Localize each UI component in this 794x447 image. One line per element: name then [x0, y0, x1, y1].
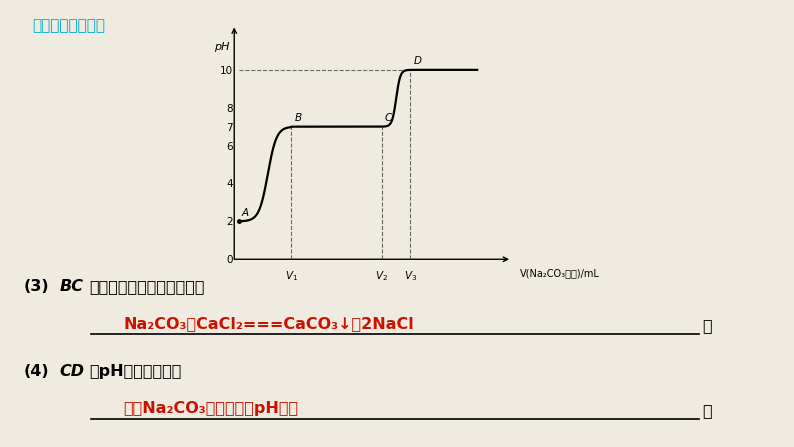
Text: pH: pH: [214, 42, 229, 52]
Text: (4): (4): [24, 364, 49, 380]
Text: 。: 。: [703, 318, 712, 333]
Text: $V_3$: $V_3$: [404, 270, 417, 283]
Text: 段发生反应的化学方程式是: 段发生反应的化学方程式是: [90, 279, 205, 295]
Text: $V_2$: $V_2$: [376, 270, 388, 283]
Text: 加入Na₂CO₃溶液增多，pH升高: 加入Na₂CO₃溶液增多，pH升高: [123, 401, 299, 416]
Text: $V_1$: $V_1$: [285, 270, 298, 283]
Text: 。: 。: [703, 403, 712, 418]
Text: (3): (3): [24, 279, 49, 295]
Text: $C$: $C$: [384, 111, 394, 123]
Text: 单元高频考点专训: 单元高频考点专训: [32, 18, 105, 33]
Text: CD: CD: [60, 364, 84, 380]
Text: $A$: $A$: [241, 206, 250, 218]
Text: $B$: $B$: [294, 111, 303, 123]
Text: BC: BC: [60, 279, 83, 295]
Text: Na₂CO₃＋CaCl₂===CaCO₃↓＋2NaCl: Na₂CO₃＋CaCl₂===CaCO₃↓＋2NaCl: [123, 316, 414, 331]
Text: $D$: $D$: [413, 54, 422, 66]
Text: 段pH上升的原因是: 段pH上升的原因是: [90, 364, 182, 380]
Text: V(Na₂CO₃溶液)/mL: V(Na₂CO₃溶液)/mL: [520, 268, 599, 278]
